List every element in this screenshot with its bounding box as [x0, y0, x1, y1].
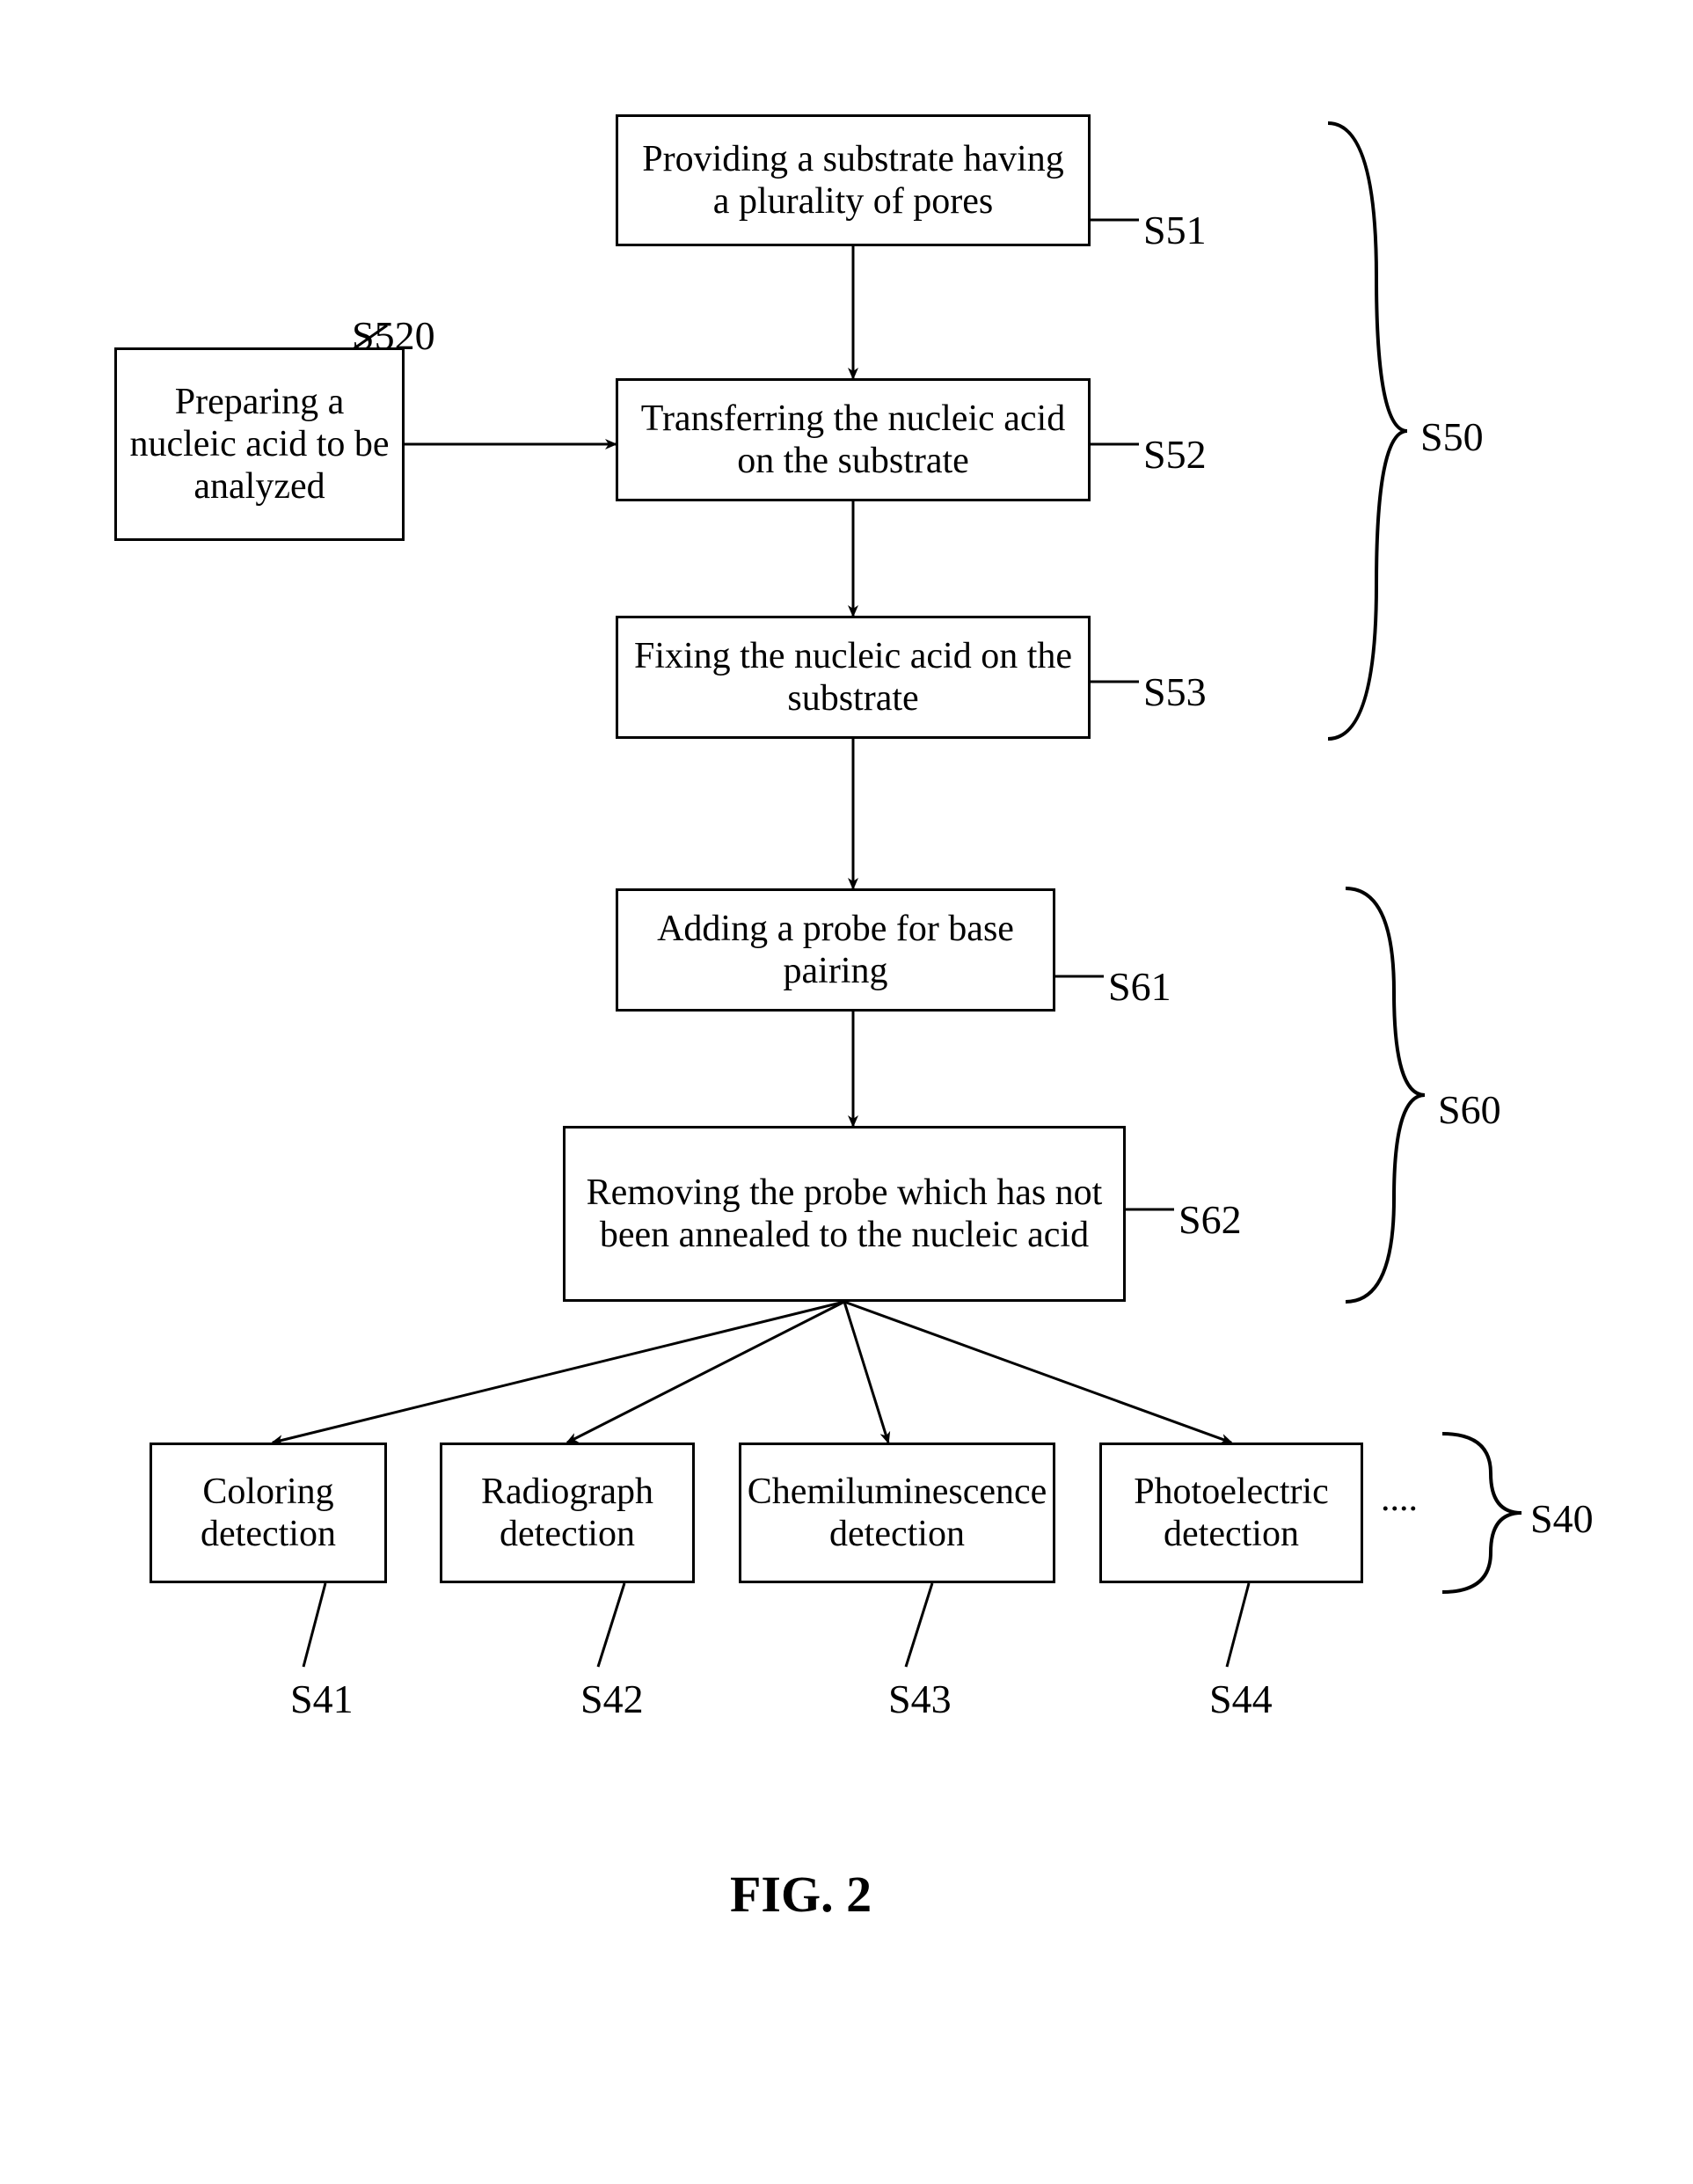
step-label-s41: S41: [290, 1676, 354, 1722]
step-label-s51: S51: [1143, 207, 1207, 253]
node-text: Radiograph detection: [455, 1471, 680, 1555]
node-text: Chemiluminescence detection: [748, 1471, 1047, 1555]
node-text: Removing the probe which has not been an…: [578, 1172, 1111, 1256]
node-photoelectric-detection: Photoelectric detection: [1099, 1443, 1363, 1583]
step-label-s53: S53: [1143, 668, 1207, 715]
figure-caption: FIG. 2: [730, 1865, 872, 1924]
step-label-s61: S61: [1108, 963, 1171, 1010]
group-label-s60: S60: [1438, 1086, 1501, 1133]
node-coloring-detection: Coloring detection: [150, 1443, 387, 1583]
node-text: Adding a probe for base pairing: [631, 908, 1040, 992]
node-text: Providing a substrate having a plurality…: [631, 138, 1076, 223]
node-remove-probe: Removing the probe which has not been an…: [563, 1126, 1126, 1302]
node-chemiluminescence-detection: Chemiluminescence detection: [739, 1443, 1055, 1583]
group-label-s50: S50: [1420, 413, 1484, 460]
step-label-s44: S44: [1209, 1676, 1273, 1722]
step-label-s520: S520: [352, 312, 435, 359]
node-fix-nucleic-acid: Fixing the nucleic acid on the substrate: [616, 616, 1091, 739]
node-transfer-nucleic-acid: Transferring the nucleic acid on the sub…: [616, 378, 1091, 501]
ellipsis-more-detections: ....: [1381, 1478, 1418, 1520]
node-prepare-nucleic-acid: Preparing a nucleic acid to be analyzed: [114, 347, 405, 541]
step-label-s62: S62: [1179, 1196, 1242, 1243]
step-label-s43: S43: [888, 1676, 952, 1722]
node-radiograph-detection: Radiograph detection: [440, 1443, 695, 1583]
node-provide-substrate: Providing a substrate having a plurality…: [616, 114, 1091, 246]
node-add-probe: Adding a probe for base pairing: [616, 888, 1055, 1012]
step-label-s42: S42: [580, 1676, 644, 1722]
flowchart-canvas: Providing a substrate having a plurality…: [0, 0, 1693, 2184]
step-label-s52: S52: [1143, 431, 1207, 478]
node-text: Photoelectric detection: [1114, 1471, 1348, 1555]
node-text: Coloring detection: [164, 1471, 372, 1555]
group-label-s40: S40: [1530, 1495, 1594, 1542]
node-text: Preparing a nucleic acid to be analyzed: [129, 381, 390, 508]
node-text: Transferring the nucleic acid on the sub…: [631, 398, 1076, 482]
node-text: Fixing the nucleic acid on the substrate: [631, 635, 1076, 719]
